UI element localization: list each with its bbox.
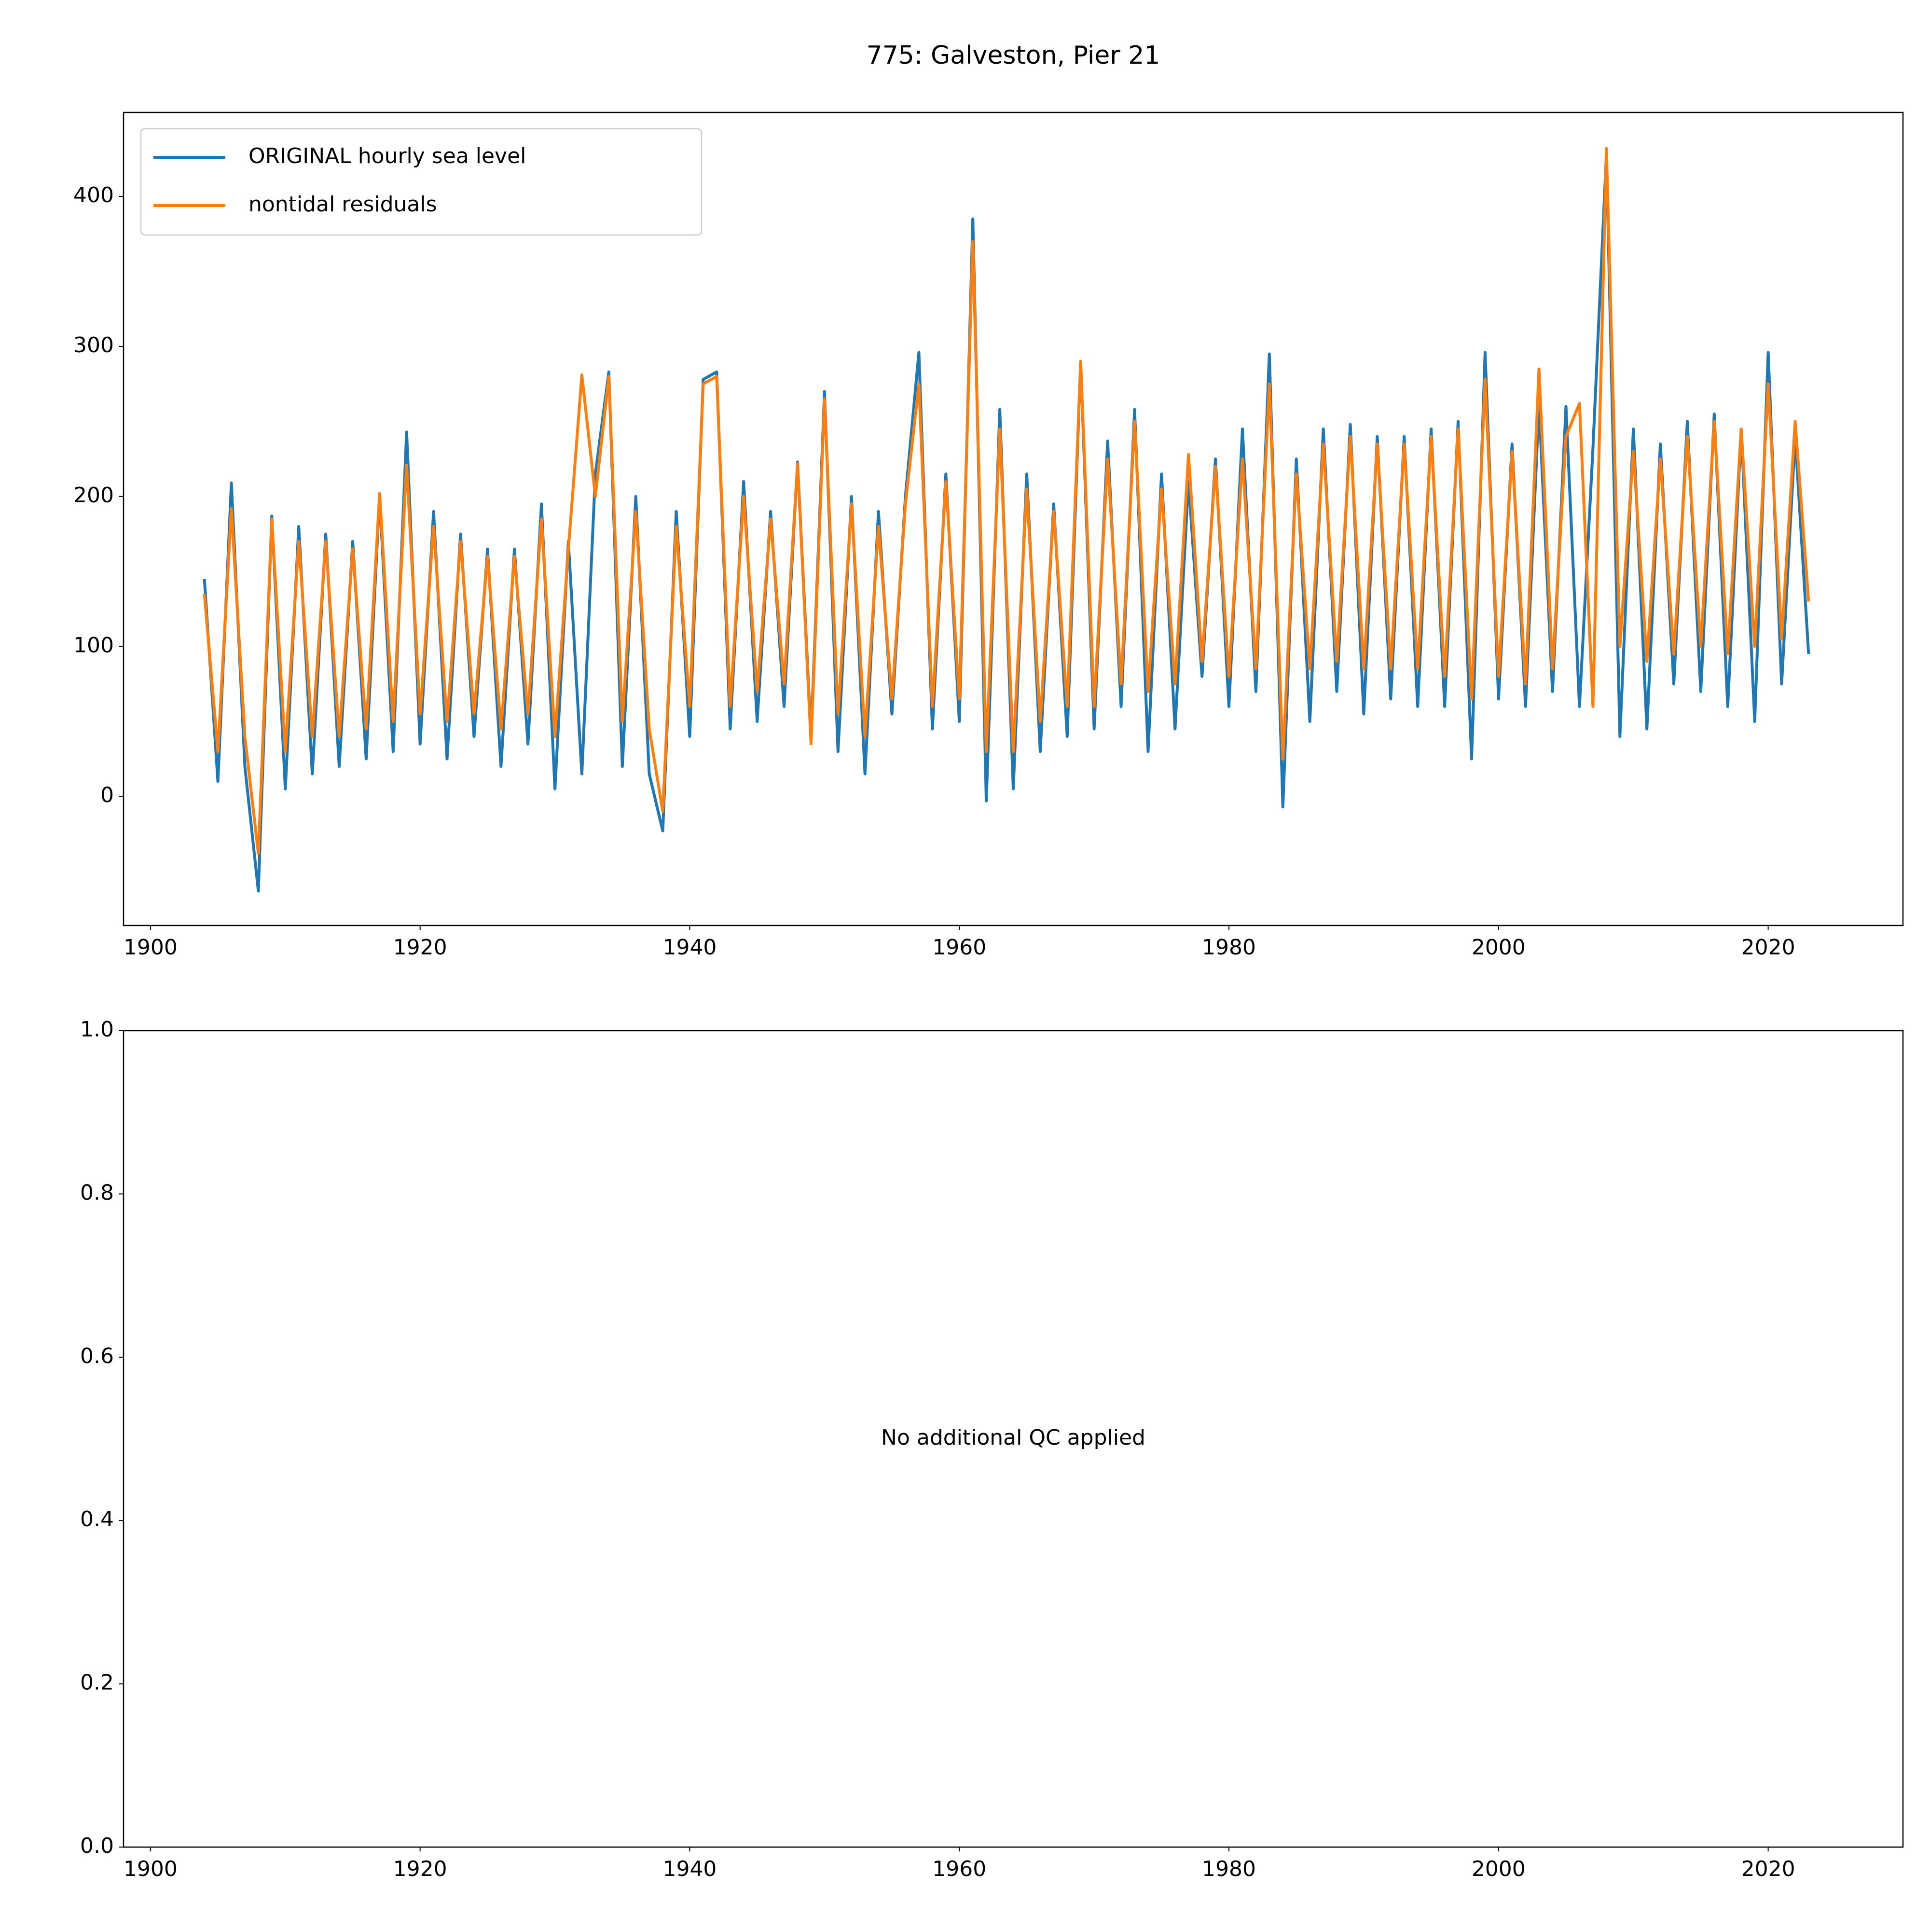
y-tick-label: 0.6 — [80, 1344, 114, 1368]
legend-label: nontidal residuals — [248, 192, 437, 217]
x-tick-label: 2020 — [1741, 935, 1795, 960]
x-tick-label: 2020 — [1741, 1857, 1795, 1881]
axes-frame — [123, 1030, 1904, 1848]
y-tick-label: 300 — [73, 333, 114, 358]
y-tick-label: 0.4 — [80, 1507, 114, 1532]
x-tick-label: 1900 — [124, 1857, 178, 1881]
x-tick-label: 1980 — [1202, 935, 1256, 960]
figure-title: 775: Galveston, Pier 21 — [867, 41, 1160, 70]
x-tick-label: 1940 — [662, 935, 717, 960]
y-tick-label: 1.0 — [80, 1017, 114, 1042]
legend-label: ORIGINAL hourly sea level — [248, 144, 526, 168]
x-tick-label: 1960 — [932, 935, 986, 960]
x-tick-label: 1920 — [393, 1857, 447, 1881]
annotation: No additional QC applied — [881, 1425, 1145, 1450]
axes-frame — [123, 111, 1904, 926]
y-tick-label: 0 — [100, 783, 114, 808]
x-tick-label: 1940 — [662, 1857, 717, 1881]
y-tick-label: 100 — [73, 633, 114, 658]
y-tick-label: 200 — [73, 483, 114, 508]
x-tick-label: 1980 — [1202, 1857, 1256, 1881]
y-tick-label: 400 — [73, 183, 114, 207]
series-line — [203, 147, 1810, 855]
y-tick-label: 0.2 — [80, 1670, 114, 1695]
x-tick-label: 2000 — [1472, 1857, 1526, 1881]
x-tick-label: 1960 — [932, 1857, 986, 1881]
legend-box — [140, 128, 703, 236]
y-tick-label: 0.0 — [80, 1834, 114, 1858]
x-tick-label: 1920 — [393, 935, 447, 960]
x-tick-label: 2000 — [1472, 935, 1526, 960]
x-tick-label: 1900 — [124, 935, 178, 960]
y-tick-label: 0.8 — [80, 1180, 114, 1205]
